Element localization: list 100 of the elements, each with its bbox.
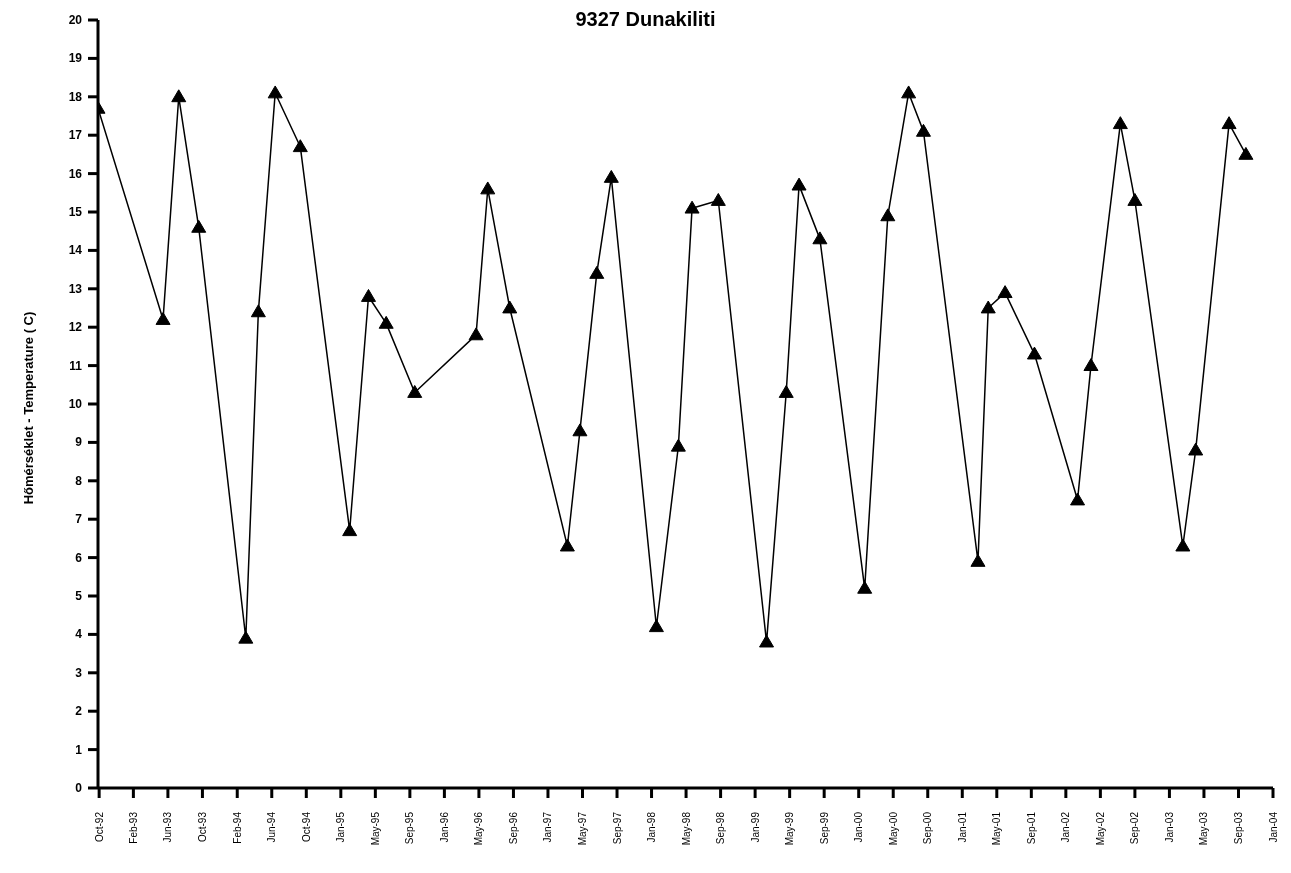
x-tick-label: Sep-99 <box>818 811 830 845</box>
x-tick-label: Jan-02 <box>1060 811 1072 843</box>
x-tick-label: Jan-96 <box>438 811 450 843</box>
y-tick-label: 10 <box>68 397 83 411</box>
y-tick-label: 20 <box>68 13 83 27</box>
x-tick-label: Oct-94 <box>300 811 312 843</box>
point <box>970 553 986 567</box>
point <box>915 123 931 137</box>
point <box>572 423 588 437</box>
y-tick-label: 7 <box>75 512 83 527</box>
point <box>1112 116 1128 130</box>
y-tick-label: 16 <box>68 166 83 181</box>
y-tick-label: 2 <box>75 704 83 719</box>
x-tick-label: May-00 <box>887 811 899 846</box>
point <box>1238 146 1254 160</box>
x-tick-label: Jan-03 <box>1163 811 1175 843</box>
x-tick-label: Sep-97 <box>611 811 623 845</box>
x-tick-label: May-99 <box>784 811 796 846</box>
point <box>980 300 996 314</box>
chart-title: 9327 Dunakiliti <box>575 8 716 30</box>
point <box>759 634 775 648</box>
point <box>1221 116 1237 130</box>
x-tick-label: Jan-01 <box>956 811 968 843</box>
y-tick-label: 3 <box>75 665 83 680</box>
x-tick-label: Jan-95 <box>335 811 347 843</box>
y-tick-label: 13 <box>68 281 83 296</box>
point <box>1188 442 1204 456</box>
x-tick-label: Jan-04 <box>1267 811 1279 843</box>
point <box>648 619 664 633</box>
point <box>407 384 423 398</box>
x-tick-label: Sep-95 <box>404 811 416 845</box>
x-tick-label: Oct-92 <box>93 811 105 843</box>
x-tick-label: Sep-98 <box>715 811 727 845</box>
point <box>1083 358 1099 371</box>
x-tick-label: May-95 <box>369 811 381 846</box>
x-tick-label: May-01 <box>991 811 1003 846</box>
point <box>997 285 1013 299</box>
x-tick-label: May-97 <box>576 811 588 846</box>
x-tick-label: May-02 <box>1094 811 1106 846</box>
y-tick-label: 0 <box>75 781 83 795</box>
point <box>1026 346 1042 360</box>
point <box>155 312 171 325</box>
point <box>778 384 794 398</box>
y-tick-label: 17 <box>68 128 83 143</box>
x-tick-label: May-98 <box>680 811 692 846</box>
point <box>480 181 496 195</box>
point <box>670 438 686 452</box>
point <box>684 200 700 214</box>
point <box>880 208 896 222</box>
x-tick-label: Jan-97 <box>542 811 554 843</box>
point <box>1175 538 1191 552</box>
x-tick-label: Jun-94 <box>266 811 278 843</box>
x-tick-label: Sep-03 <box>1232 811 1244 845</box>
y-tick-label: 18 <box>68 89 83 104</box>
y-tick-label: 15 <box>68 205 83 219</box>
point <box>238 630 254 644</box>
x-tick-label: Feb-93 <box>127 811 139 844</box>
point <box>250 304 266 318</box>
point <box>603 169 619 183</box>
x-tick-label: May-03 <box>1198 811 1210 846</box>
point <box>857 580 873 594</box>
x-tick-label: Sep-01 <box>1025 811 1037 845</box>
point <box>171 89 187 103</box>
point <box>342 523 358 537</box>
point <box>502 300 518 314</box>
point <box>1070 492 1086 506</box>
point <box>378 315 394 329</box>
x-tick-label: Jan-00 <box>853 811 865 843</box>
x-tick-label: Jun-93 <box>162 811 174 843</box>
x-tick-label: Jan-99 <box>749 811 761 843</box>
point <box>559 538 575 552</box>
y-tick-label: 1 <box>75 742 83 757</box>
x-tick-label: Sep-00 <box>922 811 934 845</box>
point <box>267 85 283 99</box>
y-tick-label: 11 <box>69 358 83 373</box>
y-tick-label: 6 <box>75 550 83 565</box>
x-tick-label: Jan-98 <box>646 811 658 843</box>
y-tick-label: 12 <box>68 320 83 335</box>
point <box>589 265 605 279</box>
point <box>812 231 828 245</box>
point <box>710 192 726 206</box>
point <box>1127 192 1143 206</box>
y-tick-label: 4 <box>75 627 83 642</box>
y-tick-label: 9 <box>75 435 83 450</box>
point <box>791 177 807 191</box>
point <box>901 85 917 99</box>
point <box>191 219 207 233</box>
y-axis-title: Hőmérséklet - Temperature ( C) <box>20 311 36 505</box>
x-tick-label: Feb-94 <box>231 811 243 844</box>
y-tick-label: 14 <box>68 243 83 258</box>
x-tick-label: Sep-02 <box>1129 811 1141 845</box>
point <box>361 288 376 302</box>
point <box>468 327 484 341</box>
y-tick-label: 19 <box>68 51 83 66</box>
x-tick-label: Oct-93 <box>196 811 208 843</box>
point <box>292 139 308 153</box>
x-tick-label: Sep-96 <box>507 811 519 845</box>
y-tick-label: 8 <box>75 473 83 488</box>
y-tick-label: 5 <box>75 589 83 603</box>
x-tick-label: May-96 <box>473 811 485 846</box>
